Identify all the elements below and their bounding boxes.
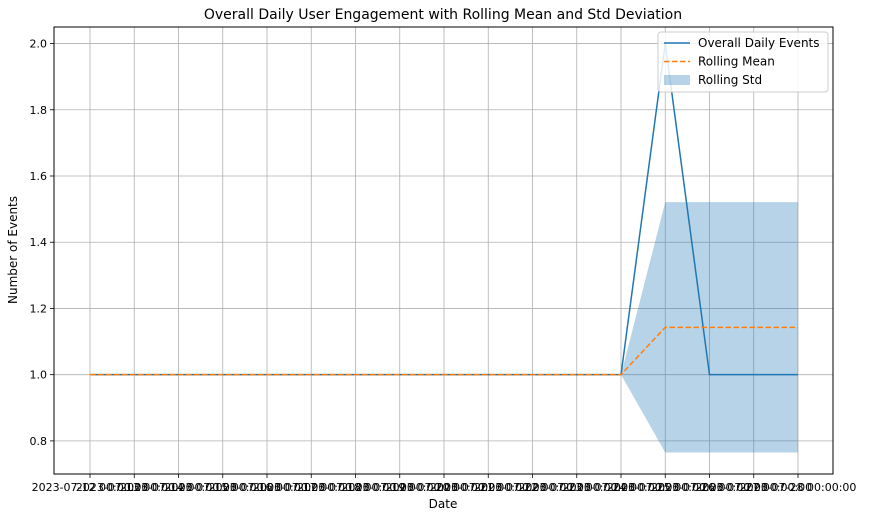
x-tick-label: 2023-07-14 00:00:00 [120,481,237,494]
series-layer [90,43,798,376]
grid [54,27,833,474]
legend-label: Overall Daily Events [698,36,820,50]
y-tick-label: 1.2 [30,302,48,315]
plot-frame [53,26,834,475]
x-tick-label: 2023-07-21 00:00:00 [430,481,547,494]
x-tick-label: 2023-07-27 00:00:00 [695,481,812,494]
legend-box [657,31,829,93]
legend-label: Rolling Mean [698,55,775,69]
y-tick-label: 0.8 [30,435,48,448]
y-tick-label: 1.8 [30,104,48,117]
rolling-std-band [90,202,798,453]
legend-label: Rolling Std [698,73,762,87]
band-layer [90,202,798,453]
x-tick-label: 2023-07-17 00:00:00 [253,481,370,494]
x-tick-label: 2023-07-19 00:00:00 [341,481,458,494]
x-tick-label: 2023-07-20 00:00:00 [386,481,503,494]
x-tick-label: 2023-07-23 00:00:00 [518,481,635,494]
x-tick-label: 2023-07-15 00:00:00 [164,481,281,494]
x-tick-label: 2023-07-13 00:00:00 [76,481,193,494]
y-tick-label: 2.0 [30,38,48,51]
x-tick-label: 2023-07-12 00:00:00 [32,481,149,494]
x-tick-label: 2023-07-18 00:00:00 [297,481,414,494]
x-tick-label: 2023-07-28 00:00:00 [740,481,857,494]
x-tick-label: 2023-07-16 00:00:00 [209,481,326,494]
y-tick-label: 1.6 [30,170,48,183]
series-line-1 [90,326,798,376]
y-tick-label: 1.4 [30,236,48,249]
legend-swatch [664,75,690,85]
x-tick-label: 2023-07-22 00:00:00 [474,481,591,494]
x-tick-label: 2023-07-24 00:00:00 [563,481,680,494]
chart-title: Overall Daily User Engagement with Rolli… [204,7,682,23]
y-axis-ticks: 0.8 1.0 1.2 1.4 1.6 1.8 2.0 [30,38,54,448]
x-tick-label: 2023-07-26 00:00:00 [651,481,768,494]
legend: Overall Daily Events Rolling Mean Rolling … [657,31,829,93]
y-axis-label: Number of Events [6,196,20,304]
y-tick-label: 1.0 [30,369,48,382]
x-axis-label: Date [429,497,458,511]
x-tick-label: 2023-07-25 00:00:00 [607,481,724,494]
